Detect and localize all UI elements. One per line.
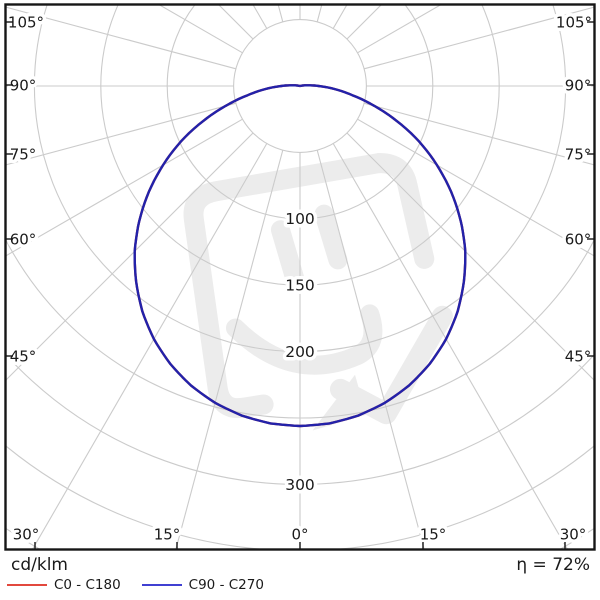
radial-label-100: 100 — [285, 210, 315, 228]
legend-label-c0-c180: C0 - C180 — [54, 577, 121, 593]
units-label: cd/klm — [11, 555, 68, 575]
angle-label-6: 15° — [154, 525, 181, 543]
legend-item-c90-c270: C90 - C270 — [141, 577, 264, 593]
watermark-logo — [183, 153, 453, 431]
legend: C0 - C180 C90 - C270 — [7, 577, 264, 593]
angle-label-5: 30° — [13, 525, 40, 543]
angle-label-9: 30° — [560, 525, 587, 543]
chart-footer: cd/klm η = 72% C0 - C180 C90 - C270 — [0, 552, 600, 600]
radial-scale-labels: 100 150 200 300 — [282, 207, 319, 498]
grid-ray-105 — [363, 6, 594, 70]
grid-ray-60 — [357, 118, 594, 257]
angle-label-10: 45° — [565, 347, 592, 365]
grid-ray-30 — [332, 143, 568, 549]
radial-label-300: 300 — [285, 476, 315, 494]
angle-label-12: 75° — [565, 145, 592, 163]
grid-ray-330 — [32, 143, 268, 549]
angle-scale-labels: 105°90°75°60°45°30° 15° 0° 15° 30°45°60°75°9… — [4, 10, 595, 547]
angle-label-1: 90° — [10, 76, 37, 94]
grid-ray-285 — [6, 102, 237, 166]
grid-ray-300 — [6, 118, 243, 257]
border-ticks — [5, 21, 595, 550]
intensity-curves — [133, 84, 467, 428]
watermark-smile — [225, 304, 383, 375]
chart-border — [4, 3, 596, 551]
grid-ray-345 — [175, 149, 284, 549]
radial-label-150: 150 — [285, 277, 315, 295]
angle-label-14: 105° — [556, 13, 592, 31]
legend-label-c90-c270: C90 - C270 — [188, 577, 264, 593]
watermark-prong-left — [270, 220, 305, 288]
angle-label-0: 105° — [8, 13, 44, 31]
grid-ray-195 — [277, 5, 284, 23]
grid-ray-75 — [363, 102, 594, 166]
angle-label-2: 75° — [10, 145, 37, 163]
grid-ray-165 — [316, 5, 323, 23]
watermark-frame-left — [183, 153, 390, 419]
polar-grid — [6, 5, 594, 549]
grid-ray-15 — [316, 149, 425, 549]
photometric-polar-chart: 100 150 200 300 105° 90° 75° 60° 45° 30° 15° 0° 15°… — [4, 3, 596, 551]
angle-label-3: 60° — [10, 230, 37, 248]
angle-label-7: 0° — [291, 525, 308, 543]
watermark-frame-right — [369, 153, 435, 269]
legend-swatch-blue — [141, 584, 182, 586]
grid-ray-315 — [6, 132, 254, 381]
grid-ray-255 — [6, 6, 237, 70]
grid-ray-45 — [346, 132, 594, 381]
angle-label-11: 60° — [565, 230, 592, 248]
efficiency-label: η = 72% — [516, 555, 590, 575]
legend-item-c0-c180: C0 - C180 — [7, 577, 121, 593]
radial-label-200: 200 — [285, 343, 315, 361]
angle-label-8: 15° — [420, 525, 447, 543]
curve-C90-C270 — [133, 84, 467, 428]
angle-label-4: 45° — [10, 347, 37, 365]
legend-swatch-red — [7, 584, 47, 586]
watermark-prong-right — [314, 204, 348, 270]
